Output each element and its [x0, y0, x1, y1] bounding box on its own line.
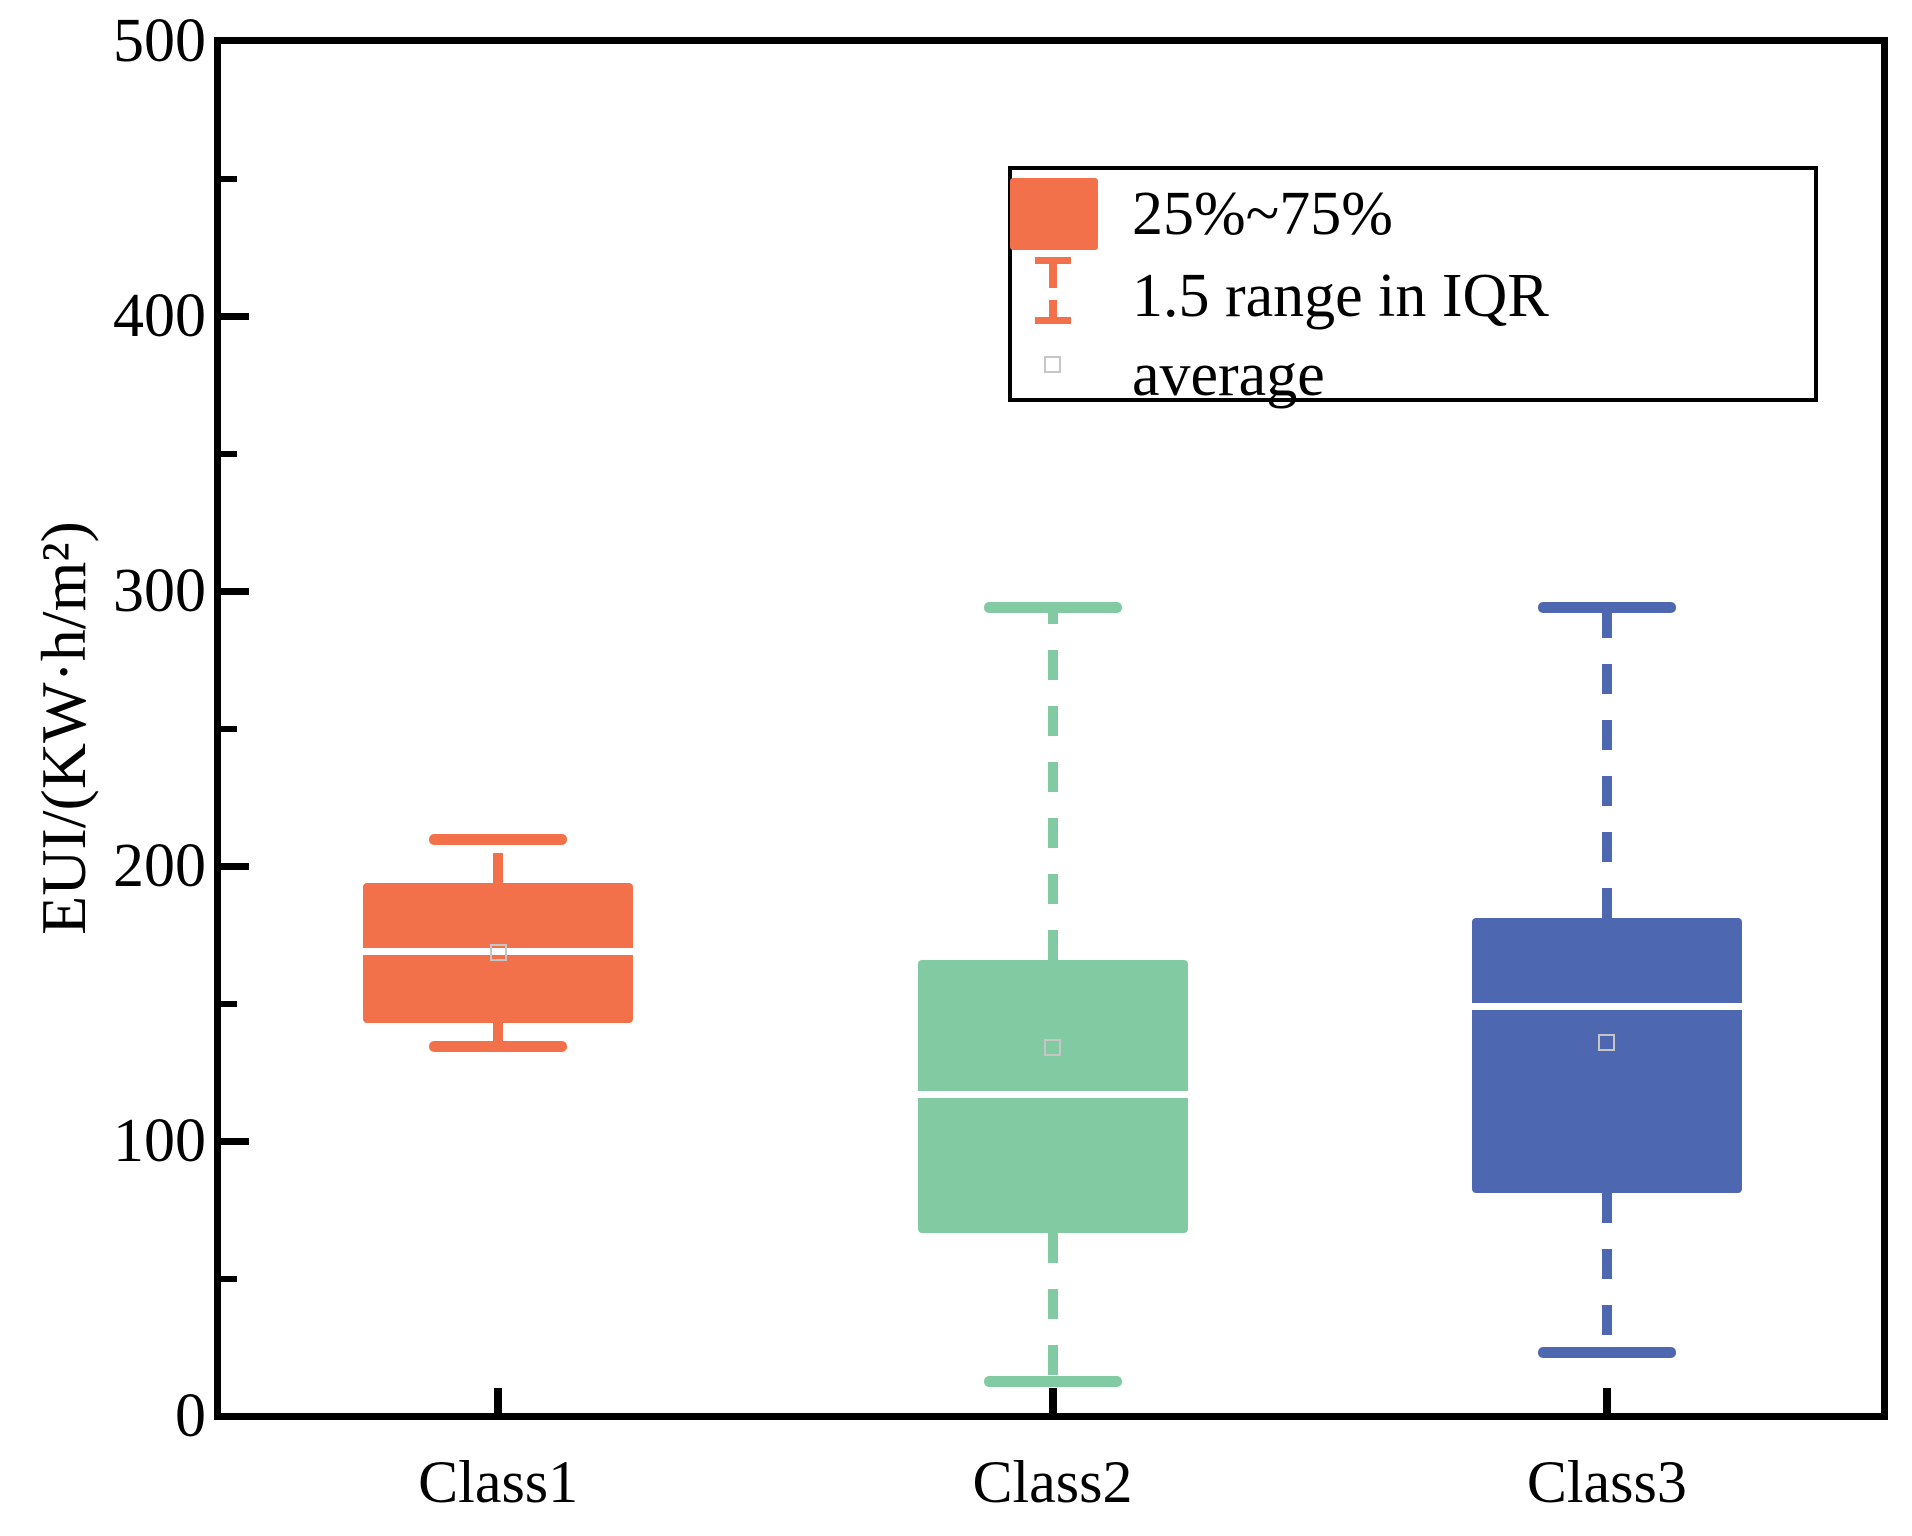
whisker-lower-class2 [1047, 1233, 1058, 1378]
y-tick-label: 400 [113, 282, 206, 350]
x-tick-class3 [1602, 1388, 1611, 1416]
legend-average-marker-icon [1044, 356, 1061, 373]
mean-marker-class3 [1598, 1033, 1616, 1051]
plot-area [214, 37, 1888, 1420]
legend-errorbar-top-cap-icon [1035, 257, 1071, 264]
y-tick-label: 200 [113, 832, 206, 900]
legend-errorbar-bottom-stem-icon [1049, 300, 1057, 320]
y-minor-tick [221, 450, 237, 457]
legend: 25%~75% 1.5 range in IQR average [1008, 166, 1818, 407]
y-major-tick [221, 587, 249, 595]
y-major-tick [221, 862, 249, 870]
legend-label-average: average [1132, 341, 1325, 409]
y-major-tick [221, 312, 249, 320]
whisker-lower-class3 [1601, 1193, 1612, 1349]
legend-errorbar-bottom-cap-icon [1035, 317, 1071, 324]
mean-marker-class1 [489, 944, 507, 962]
mean-marker-class2 [1044, 1039, 1061, 1056]
median-line-class1 [363, 947, 634, 955]
whisker-cap-top-class1 [429, 834, 568, 846]
y-tick-label: 0 [175, 1382, 206, 1450]
x-tick-label-class2: Class2 [972, 1449, 1133, 1515]
x-tick-label-class1: Class1 [418, 1449, 579, 1515]
y-major-tick [221, 1137, 249, 1145]
median-line-class2 [917, 1090, 1188, 1098]
x-tick-class1 [494, 1388, 503, 1416]
y-minor-tick [221, 725, 237, 732]
y-tick-label: 500 [113, 7, 206, 75]
whisker-cap-top-class3 [1537, 602, 1676, 613]
legend-label-iqr-box: 25%~75% [1132, 180, 1393, 248]
legend-box-swatch-icon [1010, 178, 1098, 250]
x-tick-class2 [1048, 1388, 1057, 1416]
whisker-cap-bottom-class3 [1537, 1347, 1676, 1359]
whisker-cap-bottom-class1 [429, 1040, 568, 1052]
y-tick-label: 300 [113, 557, 206, 625]
whisker-upper-class2 [1047, 611, 1058, 960]
x-tick-label-class3: Class3 [1526, 1449, 1687, 1515]
y-minor-tick [221, 175, 237, 182]
iqr-box-class3 [1471, 918, 1742, 1194]
whisker-cap-bottom-class2 [983, 1376, 1122, 1388]
whisker-upper-class3 [1601, 611, 1612, 919]
legend-errorbar-top-stem-icon [1049, 262, 1057, 288]
whisker-lower-class1 [493, 1022, 504, 1043]
y-tick-label: 100 [113, 1107, 206, 1175]
whisker-cap-top-class2 [983, 602, 1122, 613]
y-minor-tick [221, 1000, 237, 1007]
legend-label-whisker-range: 1.5 range in IQR [1132, 262, 1549, 330]
y-minor-tick [221, 1275, 237, 1282]
whisker-upper-class1 [493, 843, 504, 883]
median-line-class3 [1471, 1002, 1742, 1010]
